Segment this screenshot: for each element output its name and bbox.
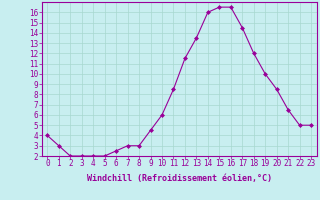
X-axis label: Windchill (Refroidissement éolien,°C): Windchill (Refroidissement éolien,°C)	[87, 174, 272, 183]
